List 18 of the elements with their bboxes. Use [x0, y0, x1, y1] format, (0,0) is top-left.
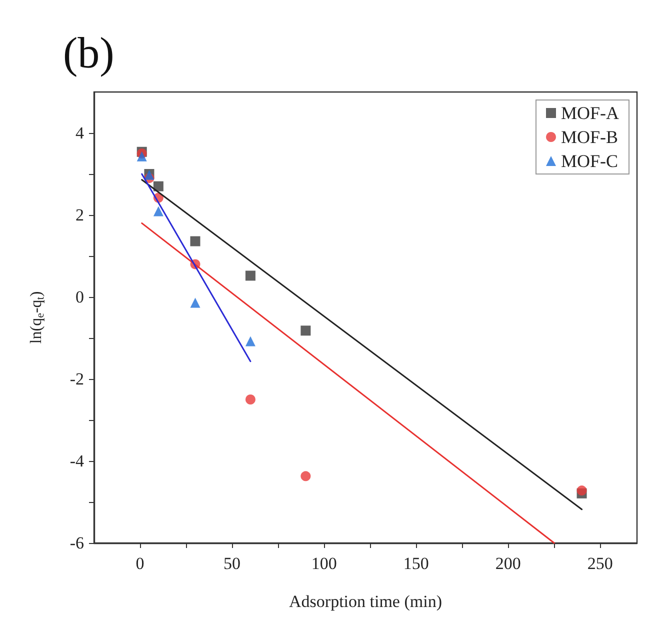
x-tick-label: 100: [311, 554, 337, 573]
legend-label: MOF-A: [560, 103, 620, 123]
x-tick-label: 50: [224, 554, 241, 573]
legend-label: MOF-B: [560, 127, 618, 147]
chart-title: (b): [63, 28, 114, 78]
y-tick-label: -6: [70, 534, 84, 552]
x-tick-label: 0: [136, 554, 144, 573]
x-tick-label: 250: [587, 554, 613, 573]
y-tick-label: 0: [76, 288, 84, 306]
x-tick-label: 200: [495, 554, 521, 573]
x-axis-title: Adsorption time (min): [289, 592, 442, 611]
y-tick-label: 2: [76, 206, 84, 224]
y-axis-title: ln(qe-qt): [28, 291, 46, 344]
y-tick-label: -2: [70, 370, 84, 388]
legend-label: MOF-C: [560, 151, 618, 171]
y-tick-label: 4: [76, 124, 84, 142]
y-tick-label: -4: [70, 452, 84, 470]
x-tick-label: 150: [403, 554, 429, 573]
